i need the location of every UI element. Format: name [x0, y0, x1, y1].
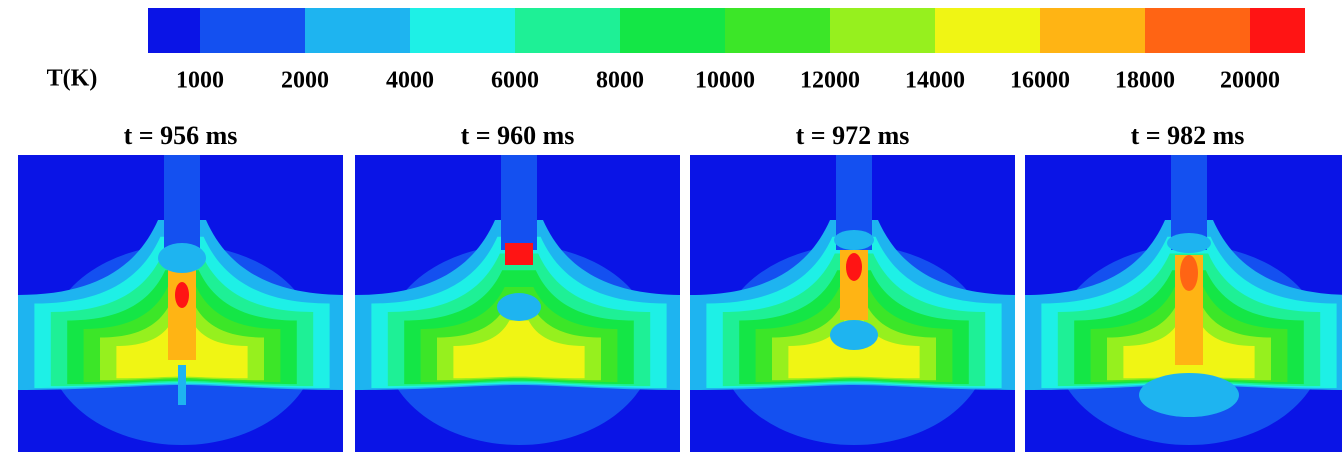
contour-panel: [18, 155, 346, 452]
colorbar-tick-label: 12000: [800, 68, 860, 94]
blob: [830, 320, 878, 350]
colorbar-segment: [1250, 8, 1305, 53]
colorbar-label: T(K): [47, 66, 98, 92]
arc-column: [164, 155, 200, 250]
figure: T(K) 1000 2000 4000 6000 8000 10000 12000 14000…: [0, 0, 1342, 452]
colorbar-segment: [725, 8, 830, 53]
contour-panel: [1025, 155, 1342, 452]
colorbar-segment: [1145, 8, 1250, 53]
colorbar-segment: [1040, 8, 1145, 53]
colorbar-tick-label: 14000: [905, 68, 965, 94]
colorbar-tick-label: 18000: [1115, 68, 1175, 94]
jet: [178, 365, 186, 405]
colorbar-tick-label: 10000: [695, 68, 755, 94]
panel-title: t = 972 ms: [796, 121, 910, 150]
panel-title: t = 960 ms: [461, 121, 575, 150]
colorbar-segment: [410, 8, 515, 53]
colorbar-tick-label: 4000: [386, 68, 434, 94]
panel-title: t = 982 ms: [1131, 121, 1245, 150]
colorbar-segment: [148, 8, 200, 53]
anode-blob: [158, 243, 206, 273]
colorbar-tick-label: 6000: [491, 68, 539, 94]
colorbar-segment: [515, 8, 620, 53]
colorbar-segment: [200, 8, 305, 53]
core-hot: [175, 282, 189, 308]
core-hot: [846, 253, 862, 281]
colorbar-segment: [935, 8, 1040, 53]
core-hot: [1180, 255, 1198, 291]
anode-blob: [834, 230, 874, 250]
lower-core: [503, 332, 535, 348]
colorbar-tick-label: 1000: [176, 68, 224, 94]
contour-panel: [690, 155, 1018, 452]
arc-column: [501, 155, 537, 250]
anode-blob: [1167, 233, 1211, 253]
colorbar-tick-label: 20000: [1220, 68, 1280, 94]
colorbar-tick-label: 8000: [596, 68, 644, 94]
contour-panel: [355, 155, 683, 452]
panel-title: t = 956 ms: [124, 121, 238, 150]
colorbar-segment: [620, 8, 725, 53]
colorbar-tick-label: 2000: [281, 68, 329, 94]
colorbar-segment: [305, 8, 410, 53]
core: [505, 243, 533, 265]
blob: [497, 293, 541, 321]
blob: [1139, 373, 1239, 417]
colorbar-segment: [830, 8, 935, 53]
colorbar-tick-label: 16000: [1010, 68, 1070, 94]
